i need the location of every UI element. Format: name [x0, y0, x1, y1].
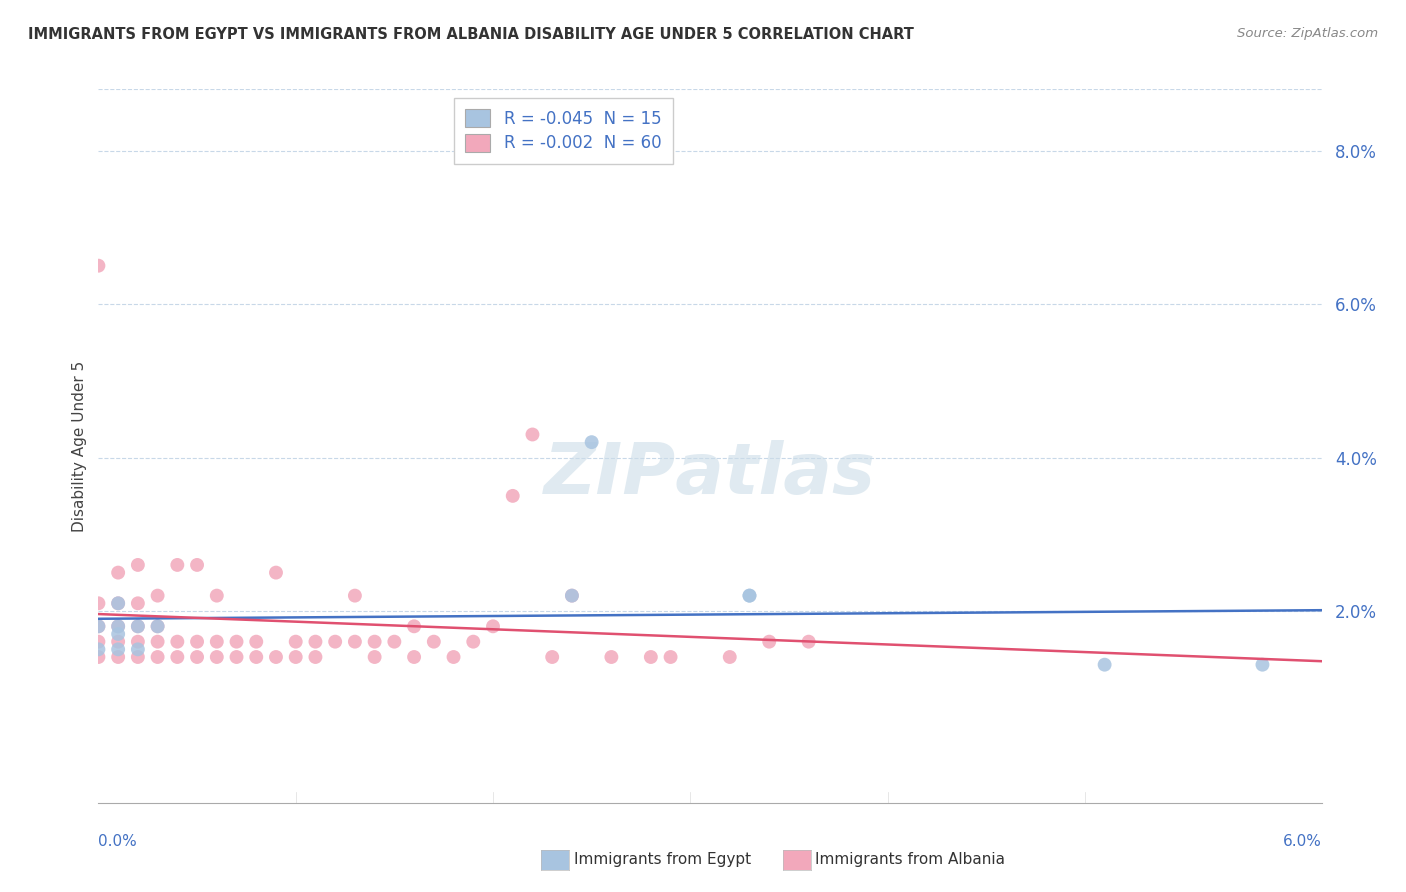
Point: [482, 619, 505, 633]
Point: [718, 650, 741, 665]
Point: [284, 650, 307, 665]
Point: [404, 650, 426, 665]
Point: [87, 596, 110, 610]
Point: [343, 589, 366, 603]
Point: [186, 650, 208, 665]
Point: [87, 650, 110, 665]
Point: [797, 634, 820, 648]
Point: [738, 589, 761, 603]
Point: [127, 619, 149, 633]
Point: [107, 634, 129, 648]
Point: [382, 634, 405, 648]
Point: [87, 259, 110, 273]
Point: [186, 634, 208, 648]
Point: [561, 589, 583, 603]
Point: [146, 650, 169, 665]
Point: [600, 650, 623, 665]
Point: [87, 634, 110, 648]
Point: [443, 650, 465, 665]
Point: [225, 650, 247, 665]
Point: [107, 596, 129, 610]
Point: [581, 435, 603, 450]
Point: [284, 634, 307, 648]
Point: [561, 589, 583, 603]
Point: [127, 634, 149, 648]
Text: IMMIGRANTS FROM EGYPT VS IMMIGRANTS FROM ALBANIA DISABILITY AGE UNDER 5 CORRELAT: IMMIGRANTS FROM EGYPT VS IMMIGRANTS FROM…: [28, 27, 914, 42]
Point: [323, 634, 346, 648]
Point: [166, 634, 188, 648]
Point: [87, 619, 110, 633]
Point: [87, 619, 110, 633]
Point: [363, 650, 385, 665]
Point: [463, 634, 485, 648]
Point: [186, 558, 208, 572]
Point: [363, 634, 385, 648]
Text: 0.0%: 0.0%: [98, 834, 138, 849]
Point: [107, 627, 129, 641]
Point: [107, 619, 129, 633]
Point: [127, 596, 149, 610]
Point: [127, 642, 149, 657]
Point: [245, 634, 267, 648]
Text: Source: ZipAtlas.com: Source: ZipAtlas.com: [1237, 27, 1378, 40]
Point: [225, 634, 247, 648]
Point: [304, 634, 326, 648]
Text: 6.0%: 6.0%: [1282, 834, 1322, 849]
Point: [1251, 657, 1274, 672]
Point: [502, 489, 524, 503]
Point: [423, 634, 446, 648]
Point: [205, 650, 228, 665]
Point: [107, 566, 129, 580]
Text: Immigrants from Albania: Immigrants from Albania: [815, 853, 1005, 867]
Point: [245, 650, 267, 665]
Point: [343, 634, 366, 648]
Point: [640, 650, 662, 665]
Point: [659, 650, 682, 665]
Point: [107, 642, 129, 657]
Point: [522, 427, 544, 442]
Point: [127, 650, 149, 665]
Y-axis label: Disability Age Under 5: Disability Age Under 5: [72, 360, 87, 532]
Point: [304, 650, 326, 665]
Point: [264, 650, 287, 665]
Point: [264, 566, 287, 580]
Point: [87, 642, 110, 657]
Point: [205, 589, 228, 603]
Point: [166, 650, 188, 665]
Point: [127, 619, 149, 633]
Point: [127, 558, 149, 572]
Point: [146, 589, 169, 603]
Point: [758, 634, 780, 648]
Point: [738, 589, 761, 603]
Point: [541, 650, 564, 665]
Point: [146, 619, 169, 633]
Point: [107, 619, 129, 633]
Point: [1094, 657, 1116, 672]
Point: [205, 634, 228, 648]
Point: [107, 650, 129, 665]
Legend: R = -0.045  N = 15, R = -0.002  N = 60: R = -0.045 N = 15, R = -0.002 N = 60: [454, 97, 673, 164]
Point: [146, 619, 169, 633]
Point: [166, 558, 188, 572]
Text: Immigrants from Egypt: Immigrants from Egypt: [574, 853, 751, 867]
Point: [404, 619, 426, 633]
Point: [146, 634, 169, 648]
Text: ZIP​atlas: ZIP​atlas: [544, 440, 876, 509]
Point: [107, 596, 129, 610]
